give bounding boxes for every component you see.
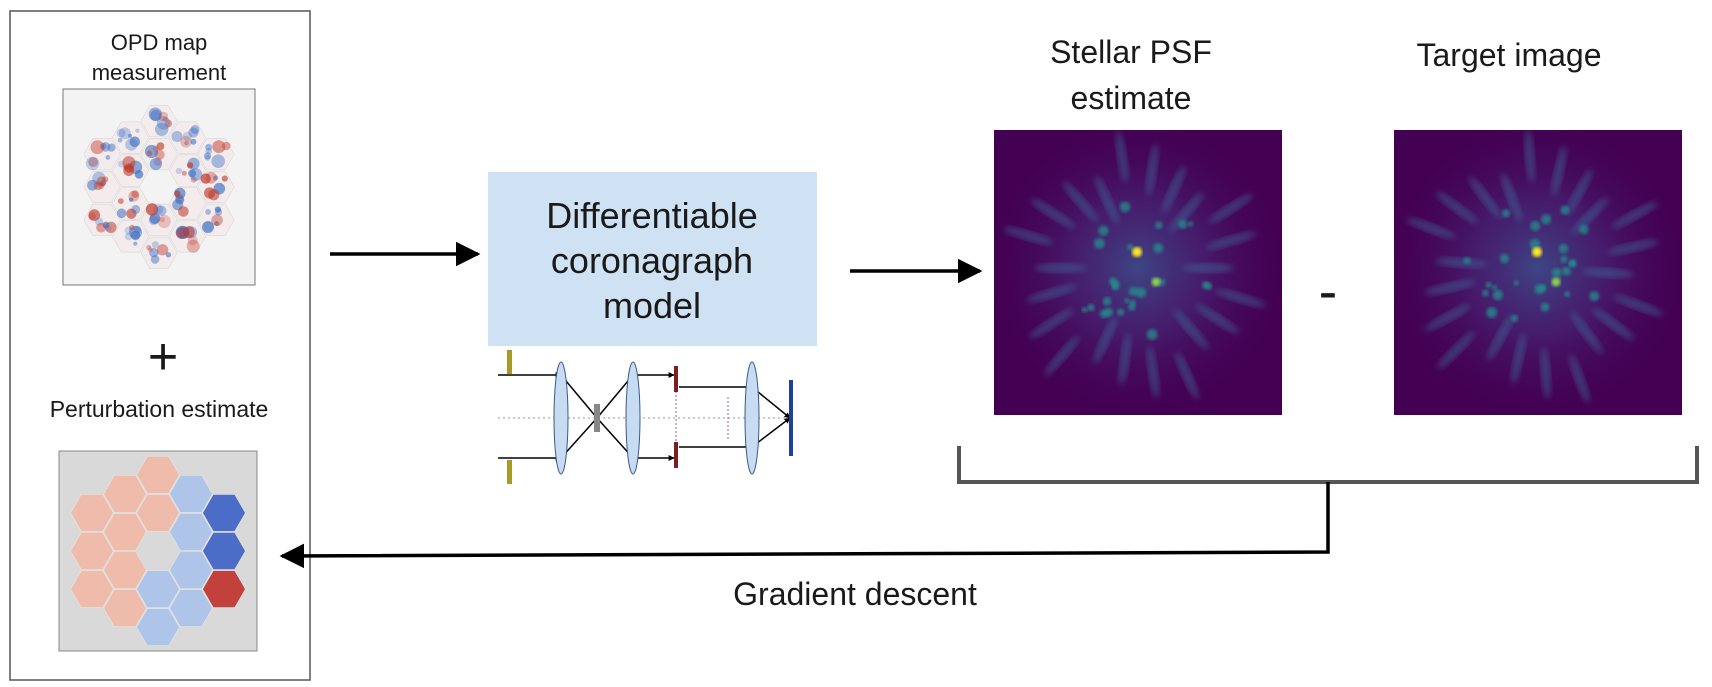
stellar-psf-title-line2: estimate — [1071, 80, 1192, 116]
lyot-stop — [674, 366, 678, 392]
model-box-line3: model — [603, 285, 701, 326]
lens-3 — [744, 361, 760, 475]
difference-bracket — [957, 446, 1699, 484]
stellar-psf-image — [994, 130, 1282, 415]
focal-plane-mask — [594, 404, 600, 432]
target-image-title: Target image — [1417, 37, 1602, 73]
lens-1 — [553, 361, 569, 475]
gradient-descent-arrow — [279, 482, 1330, 569]
coronagraph-optical-schematic — [498, 350, 793, 484]
target-image — [1394, 130, 1682, 415]
model-box-line2: coronagraph — [551, 240, 753, 281]
opd-map-title-line2: measurement — [92, 60, 227, 85]
coronagraph-model-box — [488, 172, 817, 346]
plus-symbol: + — [148, 328, 178, 386]
perturbation-estimate-title: Perturbation estimate — [50, 396, 269, 422]
lens-2 — [625, 361, 641, 475]
model-box-line1: Differentiable — [546, 195, 757, 236]
detector — [789, 380, 793, 456]
minus-symbol: - — [1319, 259, 1338, 322]
opd-map-image — [62, 88, 256, 286]
opd-map-title-line1: OPD map — [111, 30, 208, 55]
stellar-psf-title-line1: Stellar PSF — [1050, 34, 1212, 70]
gradient-descent-label: Gradient descent — [733, 576, 977, 612]
perturbation-map-image — [58, 450, 258, 652]
entrance-pupil-stop — [507, 350, 512, 374]
left-panel-frame — [9, 10, 311, 681]
